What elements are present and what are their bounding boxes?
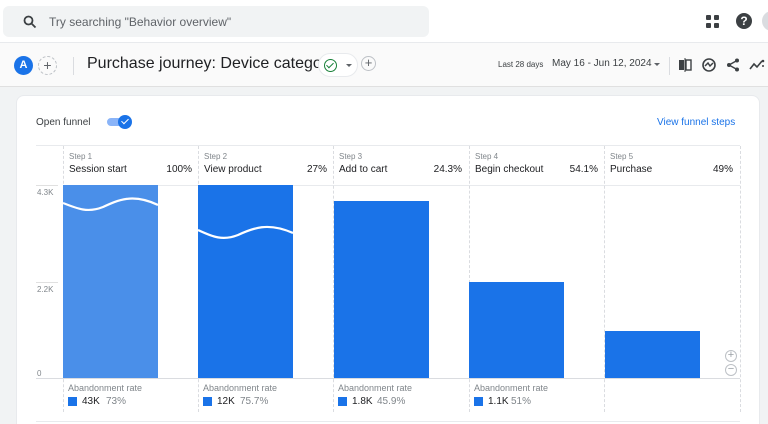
abandonment-count: 1.8K: [352, 396, 373, 407]
apps-grid-icon[interactable]: [706, 15, 719, 28]
compare-icon[interactable]: [677, 57, 693, 73]
divider: [73, 57, 74, 75]
abandonment-rate: 45.9%: [377, 396, 406, 407]
search-icon: [23, 15, 37, 28]
date-preset-label[interactable]: Last 28 days: [498, 60, 544, 69]
segment-badge[interactable]: A: [14, 56, 33, 75]
step-name: Session start: [69, 164, 127, 175]
step-header-1[interactable]: Step 1 Session start 100%: [63, 146, 198, 185]
step-completion-rate: 49%: [712, 164, 733, 175]
page-scroll-area: [761, 95, 768, 424]
add-segment-button[interactable]: +: [38, 56, 57, 75]
abandonment-label: Abandonment rate: [68, 383, 143, 393]
zoom-out-icon[interactable]: −: [725, 364, 737, 376]
funnel-bar-3[interactable]: [334, 201, 429, 378]
chart-baseline: [36, 378, 740, 379]
abandonment-1: Abandonment rate 43K 73%: [63, 383, 198, 413]
funnel-bar-2[interactable]: [198, 185, 293, 378]
date-range[interactable]: May 16 - Jun 12, 2024: [552, 58, 652, 69]
divider: [669, 57, 670, 75]
chart-top-border: [36, 145, 740, 146]
header-border: [63, 185, 740, 186]
chevron-down-icon: [346, 63, 352, 67]
abandonment-count: 12K: [217, 396, 235, 407]
abandonment-4: Abandonment rate 1.1K 51%: [469, 383, 604, 413]
step-name: Purchase: [610, 164, 653, 175]
add-comparison-button[interactable]: +: [361, 56, 376, 71]
step-number: Step 3: [339, 152, 363, 161]
insights-icon[interactable]: [701, 57, 717, 73]
legend-swatch: [203, 397, 212, 406]
zoom-in-icon[interactable]: +: [725, 350, 737, 362]
chart-bottom-border: [36, 421, 740, 422]
y-tick-label: 2.2K: [37, 285, 54, 294]
step-completion-rate: 24.3%: [433, 164, 462, 175]
y-tick-label: 4.3K: [37, 188, 54, 197]
toggle-check-icon: [118, 115, 132, 129]
step-header-5[interactable]: Step 5 Purchase 49%: [604, 146, 739, 185]
abandonment-label: Abandonment rate: [474, 383, 549, 393]
step-number: Step 5: [610, 152, 634, 161]
trending-icon[interactable]: [749, 57, 765, 73]
step-completion-rate: 100%: [166, 164, 192, 175]
step-number: Step 1: [69, 152, 93, 161]
axis-break-wave-icon: [63, 197, 158, 212]
abandonment-label: Abandonment rate: [338, 383, 413, 393]
abandonment-count: 1.1K: [488, 396, 509, 407]
y-gridline: [36, 282, 58, 283]
open-funnel-toggle[interactable]: [107, 115, 132, 129]
column-divider: [469, 146, 470, 412]
step-header-4[interactable]: Step 4 Begin checkout 54.1%: [469, 146, 604, 185]
step-number: Step 2: [204, 152, 228, 161]
abandonment-2: Abandonment rate 12K 75.7%: [198, 383, 333, 413]
column-divider: [740, 146, 741, 412]
help-icon[interactable]: ?: [736, 13, 752, 29]
legend-swatch: [68, 397, 77, 406]
top-bar: Try searching "Behavior overview" ?: [0, 0, 768, 43]
legend-swatch: [338, 397, 347, 406]
step-name: Add to cart: [339, 164, 388, 175]
date-chevron-down-icon[interactable]: [654, 63, 660, 66]
abandonment-rate: 51%: [511, 396, 532, 407]
search-input[interactable]: Try searching "Behavior overview": [3, 6, 429, 37]
view-funnel-steps-link[interactable]: View funnel steps: [657, 117, 736, 128]
step-completion-rate: 54.1%: [569, 164, 598, 175]
step-header-2[interactable]: Step 2 View product 27%: [198, 146, 333, 185]
step-number: Step 4: [475, 152, 499, 161]
abandonment-label: Abandonment rate: [203, 383, 278, 393]
share-icon[interactable]: [725, 57, 741, 73]
status-chip[interactable]: [318, 53, 358, 77]
funnel-bar-5[interactable]: [605, 331, 700, 378]
abandonment-3: Abandonment rate 1.8K 45.9%: [333, 383, 468, 413]
report-header: A + Purchase journey: Device category + …: [0, 43, 768, 87]
y-tick-label: 0: [37, 369, 42, 378]
search-placeholder: Try searching "Behavior overview": [49, 14, 232, 29]
account-avatar[interactable]: [762, 11, 768, 31]
abandonment-count: 43K: [82, 396, 100, 407]
legend-swatch: [474, 397, 483, 406]
abandonment-rate: 75.7%: [240, 396, 269, 407]
axis-break-wave-icon: [198, 225, 293, 239]
column-divider: [333, 146, 334, 412]
column-divider: [604, 146, 605, 412]
step-name: View product: [204, 164, 262, 175]
open-funnel-label: Open funnel: [36, 117, 91, 128]
page-title: Purchase journey: Device category: [87, 55, 336, 72]
y-gridline: [36, 185, 58, 186]
funnel-bar-1[interactable]: [63, 185, 158, 378]
funnel-bar-4[interactable]: [469, 282, 564, 378]
check-circle-icon: [324, 58, 337, 72]
step-name: Begin checkout: [475, 164, 544, 175]
abandonment-rate: 73%: [106, 396, 127, 407]
step-completion-rate: 27%: [306, 164, 327, 175]
step-header-3[interactable]: Step 3 Add to cart 24.3%: [333, 146, 468, 185]
